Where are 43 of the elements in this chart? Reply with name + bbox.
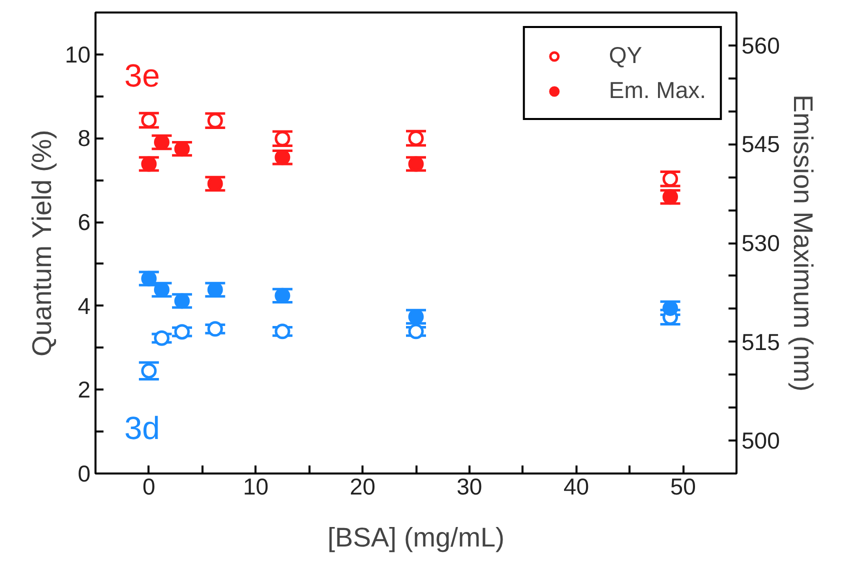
y-tick-label: 10 bbox=[64, 41, 91, 68]
point bbox=[154, 134, 170, 150]
point bbox=[174, 324, 190, 340]
point bbox=[154, 330, 170, 346]
x-tick-label: 40 bbox=[563, 474, 590, 500]
y2-tick-label: 500 bbox=[742, 428, 780, 454]
point bbox=[662, 171, 678, 187]
x-tick-label: 30 bbox=[456, 474, 482, 500]
y2-tick-label: 515 bbox=[742, 328, 780, 355]
x-tick-label: 0 bbox=[142, 474, 156, 500]
y-tick-label: 8 bbox=[78, 125, 91, 152]
y-tick-label: 2 bbox=[78, 376, 91, 403]
point bbox=[662, 189, 678, 205]
point bbox=[408, 324, 424, 340]
annotation: 3e bbox=[124, 57, 160, 94]
y2-tick-label: 560 bbox=[742, 32, 780, 58]
x-axis-title: [BSA] (mg/mL) bbox=[327, 522, 505, 552]
point bbox=[274, 324, 290, 340]
y-axis-title: Quantum Yield (%) bbox=[26, 130, 57, 357]
point bbox=[154, 282, 170, 298]
point bbox=[207, 282, 223, 298]
point bbox=[408, 156, 424, 172]
point bbox=[141, 156, 157, 172]
annotation: 3d bbox=[124, 410, 160, 446]
point bbox=[207, 112, 223, 128]
legend-label: QY bbox=[608, 42, 642, 69]
point bbox=[274, 130, 290, 146]
y2-axis-title: Emission Maximum (nm) bbox=[788, 94, 818, 392]
point bbox=[174, 293, 190, 309]
legend-label: Em. Max. bbox=[608, 77, 706, 104]
x-tick-label: 10 bbox=[242, 474, 269, 500]
y-tick-label: 6 bbox=[78, 209, 91, 236]
point bbox=[408, 130, 424, 146]
x-tick-label: 50 bbox=[670, 474, 696, 500]
point bbox=[141, 270, 157, 286]
point bbox=[408, 309, 424, 324]
y-tick-label: 4 bbox=[78, 292, 91, 319]
point bbox=[207, 321, 223, 337]
y2-tick-label: 530 bbox=[742, 230, 780, 256]
y2-tick-label: 545 bbox=[742, 131, 780, 158]
point bbox=[141, 363, 157, 379]
point bbox=[141, 112, 157, 128]
x-tick-label: 20 bbox=[350, 474, 376, 500]
